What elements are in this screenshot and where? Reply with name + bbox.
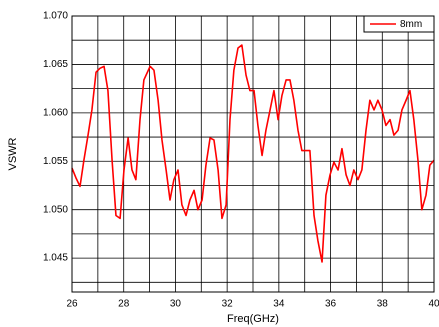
x-tick-label: 28 [118,299,130,310]
x-tick-label: 34 [273,299,285,310]
x-axis-label: Freq(GHz) [227,313,279,325]
x-tick-label: 36 [325,299,337,310]
plot-frame [71,15,435,293]
x-tick-label: 38 [377,299,389,310]
y-tick-label: 1.060 [43,107,68,118]
legend-box [363,15,435,33]
x-tick-label: 32 [222,299,234,310]
y-tick-label: 1.045 [43,253,68,264]
x-tick-label: 30 [170,299,182,310]
y-axis-label: VSWR [7,137,19,170]
x-tick-label: 26 [66,299,78,310]
data-line [71,44,435,263]
x-tick-label: 40 [428,299,439,310]
y-tick-label: 1.070 [43,11,68,22]
y-tick-label: 1.065 [43,59,68,70]
y-tick-label: 1.050 [43,204,68,215]
y-tick-label: 1.055 [43,156,68,167]
legend-label: 8mm [400,19,422,30]
